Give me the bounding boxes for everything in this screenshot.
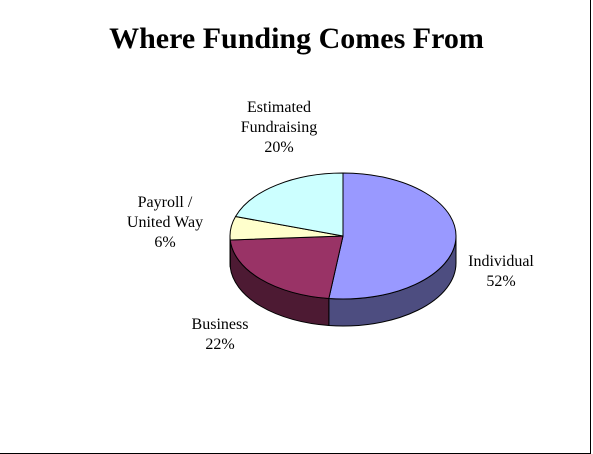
pie-slice-label-line: 6%	[154, 234, 175, 251]
pie-slice-label: Payroll / United Way 6%	[127, 194, 203, 251]
pie-slice	[328, 172, 457, 300]
pie-slice-label-line: 20%	[264, 139, 293, 156]
pie-slice-label-line: United Way	[127, 214, 203, 231]
chart-title: Where Funding Comes From	[109, 22, 484, 55]
pie-slice-label-line: Business	[192, 316, 249, 333]
pie-slice-label: Estimated Fundraising 20%	[241, 99, 317, 156]
pie-slice-label-line: 52%	[486, 273, 515, 290]
pie-slice	[229, 235, 344, 300]
pie-labels: Individual 52% Business 22% Payroll / United …	[127, 99, 535, 353]
slide-border-right	[590, 0, 591, 454]
pie-tops	[229, 172, 457, 300]
pie-slice-label-line: Payroll /	[138, 194, 193, 211]
pie-slice-label: Individual 52%	[468, 253, 534, 290]
pie-slice-label-line: Individual	[468, 253, 534, 270]
pie-slice	[235, 172, 344, 237]
pie-slice-label-line: Fundraising	[241, 119, 317, 136]
pie-slice-label-line: 22%	[205, 336, 234, 353]
pie-slice-label-line: Estimated	[247, 99, 311, 116]
pie-slice-label: Business 22%	[192, 316, 249, 353]
